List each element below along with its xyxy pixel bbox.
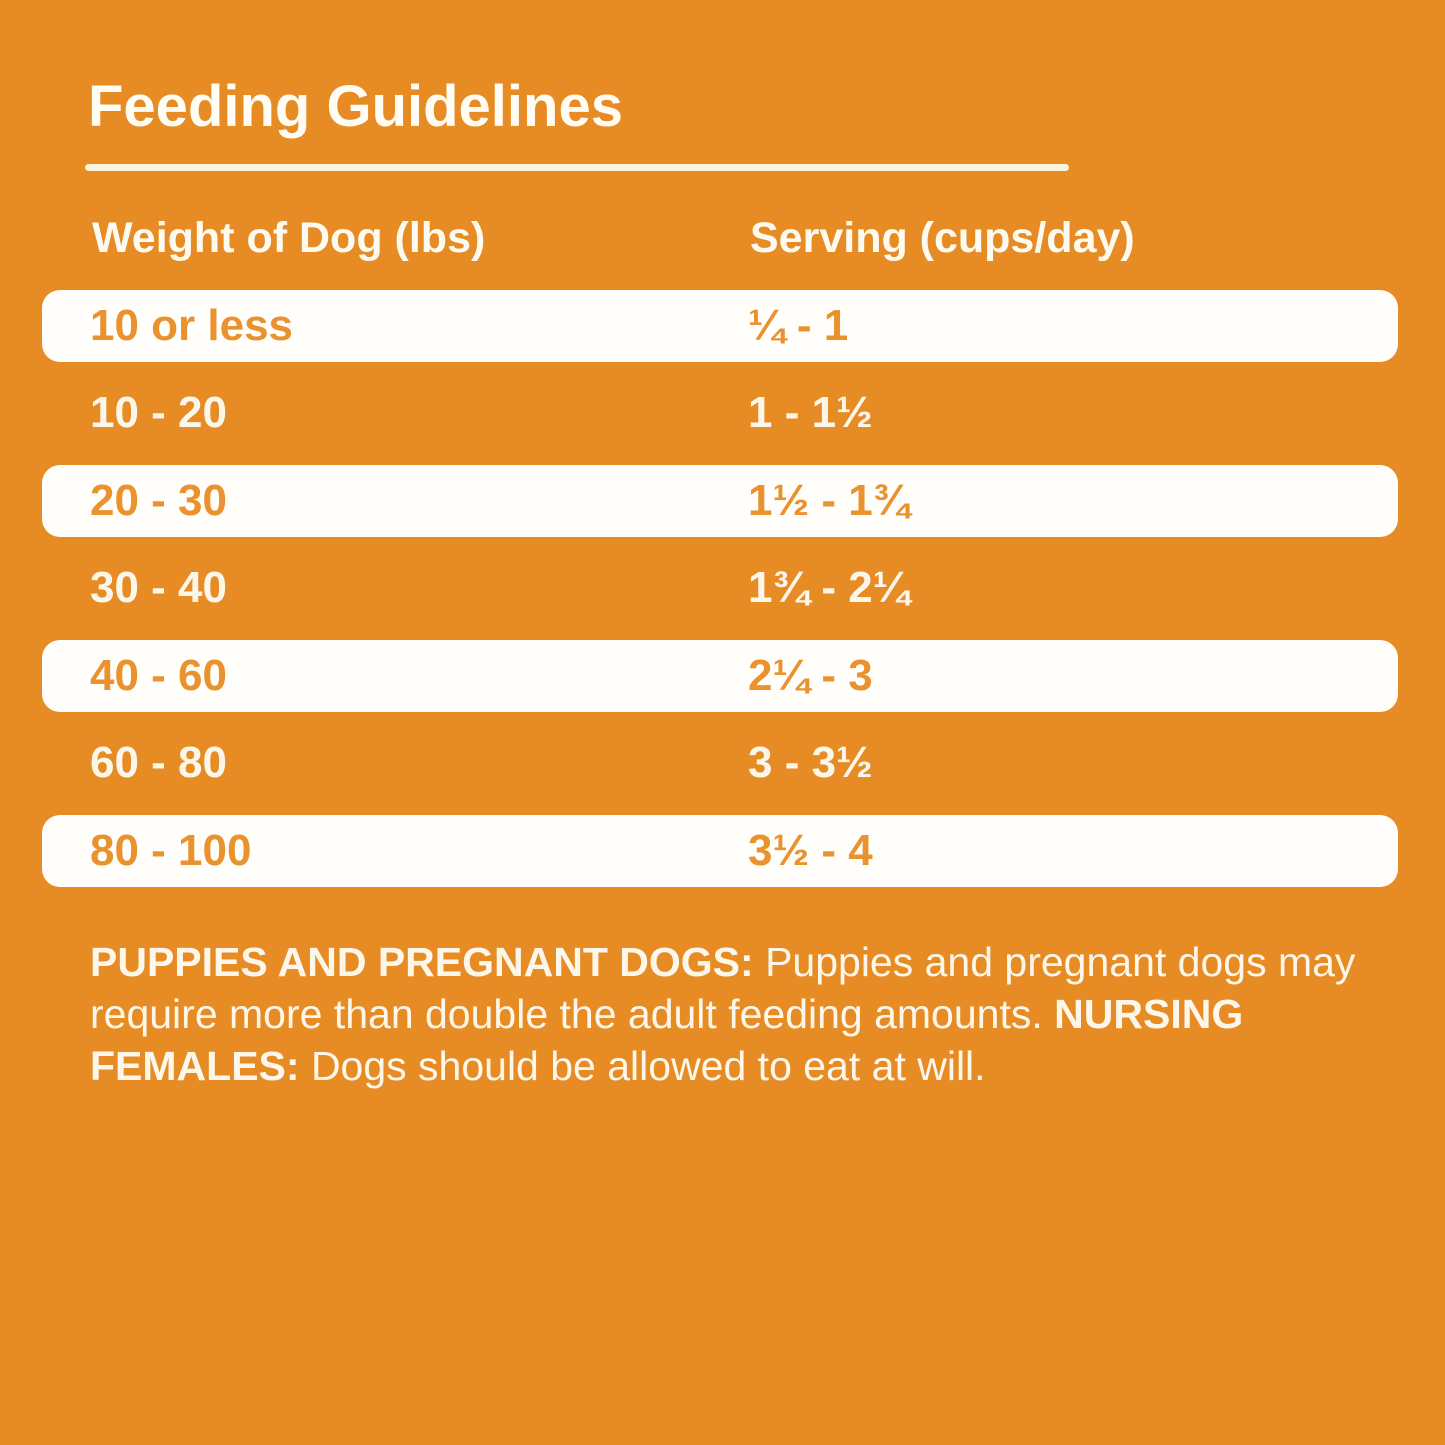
serving-cell: 1½ - 1¾	[748, 475, 910, 525]
serving-cell: 1¾ - 2¼	[748, 563, 910, 613]
serving-cell: 3 - 3½	[748, 738, 873, 788]
table-row: 20 - 30 1½ - 1¾	[42, 464, 1398, 537]
weight-cell: 20 - 30	[90, 475, 227, 525]
feeding-guidelines-table: 10 or less ¼ - 1 10 - 20 1 - 1½ 20 - 30 1½ - …	[42, 282, 1398, 895]
column-header-serving: Serving (cups/day)	[750, 214, 1135, 262]
serving-cell: 3½ - 4	[748, 825, 873, 875]
weight-cell: 30 - 40	[90, 563, 227, 613]
table-row: 80 - 100 3½ - 4	[42, 814, 1398, 887]
weight-cell: 40 - 60	[90, 650, 227, 700]
serving-cell: 2¼ - 3	[748, 650, 873, 700]
notes-bold-label: PUPPIES AND PREGNANT DOGS:	[90, 939, 766, 985]
table-row: 40 - 60 2¼ - 3	[42, 639, 1398, 712]
table-header: Weight of Dog (lbs) Serving (cups/day)	[0, 214, 1445, 264]
notes-bold-label: NURSING FEMALES:	[90, 991, 1244, 1089]
notes-text: Puppies and pregnant dogs may require mo…	[90, 939, 1356, 1037]
page-title: Feeding Guidelines	[88, 74, 623, 139]
serving-cell: 1 - 1½	[748, 388, 873, 438]
title-underline-divider	[85, 164, 1069, 171]
weight-cell: 10 or less	[90, 300, 294, 350]
table-row: 10 or less ¼ - 1	[42, 289, 1398, 362]
serving-cell: ¼ - 1	[748, 300, 849, 350]
table-row: 60 - 80 3 - 3½	[42, 720, 1398, 808]
notes-text: Dogs should be allowed to eat at will.	[310, 1043, 986, 1089]
table-row: 30 - 40 1¾ - 2¼	[42, 545, 1398, 633]
weight-cell: 80 - 100	[90, 825, 252, 875]
column-header-weight: Weight of Dog (lbs)	[92, 214, 486, 262]
table-row: 10 - 20 1 - 1½	[42, 370, 1398, 458]
feeding-notes-paragraph: PUPPIES AND PREGNANT DOGS: Puppies and p…	[90, 936, 1372, 1092]
weight-cell: 60 - 80	[90, 738, 227, 788]
weight-cell: 10 - 20	[90, 388, 227, 438]
